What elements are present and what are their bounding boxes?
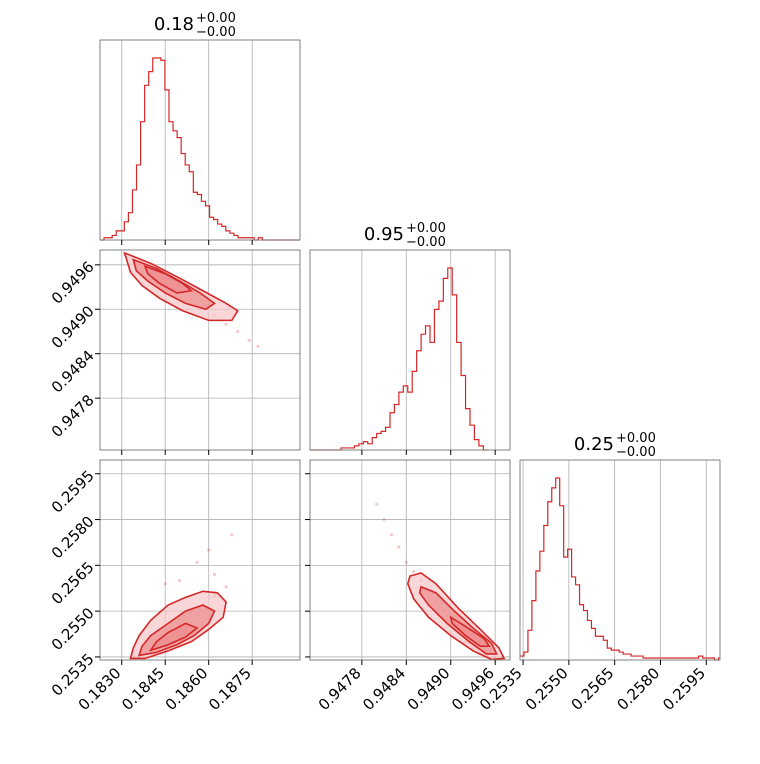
histogram-title: 0.25	[574, 434, 614, 455]
x-tick-label: 0.1860	[162, 664, 212, 714]
contour-level-2	[449, 615, 491, 648]
y-tick-label: 0.9478	[48, 391, 98, 441]
title-lower-error: −0.00	[196, 25, 236, 40]
y-tick-label: 0.9490	[48, 302, 98, 352]
x-tick-label: 0.2550	[522, 664, 572, 714]
x-tick-label: 0.2565	[568, 664, 618, 714]
panel-frame	[99, 459, 301, 661]
panel-frame	[309, 459, 511, 661]
sample-point	[212, 572, 217, 577]
y-tick-label: 0.2595	[48, 467, 98, 517]
title-upper-error: +0.00	[406, 221, 446, 236]
x-tick-label: 0.9478	[315, 664, 365, 714]
joint-panel-0-2: 0.18300.18450.18600.18750.25350.25500.25…	[48, 459, 301, 714]
x-tick-label: 0.9484	[359, 664, 409, 714]
sample-point	[404, 560, 408, 564]
histogram-panel-1: 0.95 +0.00−0.00	[309, 221, 511, 455]
sample-point	[247, 338, 251, 342]
contour-level-2	[143, 264, 194, 294]
title-upper-error: +0.00	[616, 431, 656, 446]
panel-frame	[519, 459, 721, 661]
contour-level-2	[148, 622, 199, 652]
x-tick-label: 0.2595	[659, 664, 709, 714]
y-tick-label: 0.2580	[48, 512, 98, 562]
histogram-steps	[310, 267, 488, 451]
x-tick-label: 0.1875	[205, 664, 255, 714]
y-tick-label: 0.2565	[48, 558, 98, 608]
sample-point	[178, 579, 182, 583]
sample-point	[195, 560, 199, 564]
sample-point	[412, 569, 416, 574]
sample-point	[163, 582, 167, 586]
sample-point	[397, 545, 401, 549]
panel-frame	[99, 39, 301, 241]
sample-point	[389, 533, 394, 537]
x-tick-label: 0.2580	[613, 664, 663, 714]
sample-point	[230, 533, 234, 537]
sample-point	[236, 329, 240, 334]
sample-point	[382, 517, 386, 522]
sample-point	[224, 322, 228, 326]
sample-point	[224, 585, 228, 589]
histogram-panel-2: 0.25 +0.00−0.000.25350.25500.25650.25800.…	[476, 431, 721, 714]
sample-point	[375, 502, 379, 506]
y-tick-label: 0.9484	[48, 347, 98, 397]
histogram-steps	[520, 477, 720, 661]
histogram-steps	[100, 57, 300, 241]
x-tick-label: 0.1845	[118, 664, 168, 714]
title-upper-error: +0.00	[196, 11, 236, 26]
title-lower-error: −0.00	[616, 445, 656, 460]
panel-frame	[99, 249, 301, 451]
sample-point	[256, 344, 260, 348]
y-tick-label: 0.9496	[48, 258, 98, 308]
histogram-panel-0: 0.18 +0.00−0.00	[99, 11, 301, 245]
x-tick-label: 0.9490	[404, 664, 454, 714]
histogram-title: 0.95	[364, 224, 404, 245]
panel-frame	[309, 249, 511, 451]
histogram-title: 0.18	[154, 14, 194, 35]
y-tick-label: 0.2550	[48, 604, 98, 654]
title-lower-error: −0.00	[406, 235, 446, 250]
sample-point	[207, 548, 211, 552]
